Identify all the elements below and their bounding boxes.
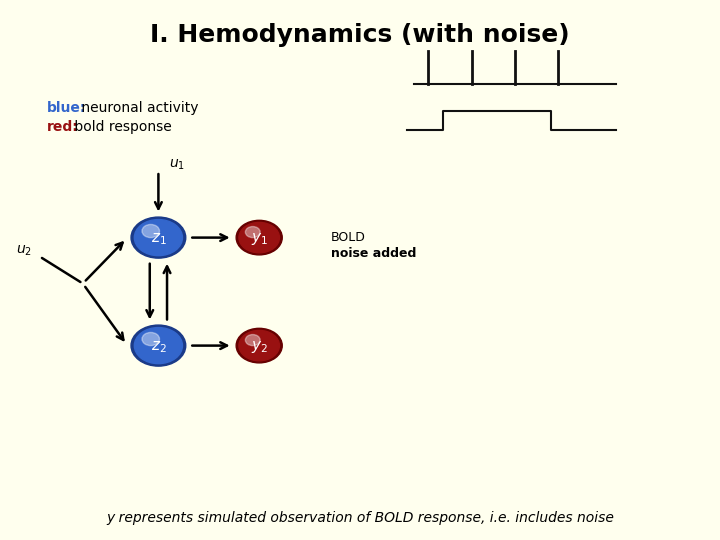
Circle shape [131,217,186,258]
Circle shape [246,335,260,346]
Text: $y_2$: $y_2$ [251,339,268,355]
Circle shape [135,220,182,255]
Text: bold response: bold response [70,120,171,134]
Circle shape [142,225,160,238]
Circle shape [239,222,279,253]
Circle shape [246,227,260,238]
Circle shape [142,333,160,346]
Circle shape [236,220,282,255]
Text: neuronal activity: neuronal activity [77,101,199,115]
Text: $z_2$: $z_2$ [150,339,166,355]
Text: I. Hemodynamics (with noise): I. Hemodynamics (with noise) [150,23,570,47]
Circle shape [236,328,282,363]
Text: $y_1$: $y_1$ [251,231,268,247]
Text: blue:: blue: [47,101,86,115]
Text: $u_1$: $u_1$ [169,158,185,172]
Text: BOLD: BOLD [331,231,366,244]
Text: y represents simulated observation of BOLD response, i.e. includes noise: y represents simulated observation of BO… [106,511,614,525]
Circle shape [131,325,186,366]
Text: noise added: noise added [331,247,417,260]
Text: red:: red: [47,120,78,134]
Text: $z_1$: $z_1$ [150,231,166,247]
Circle shape [135,328,182,363]
Circle shape [239,330,279,361]
Text: $u_2$: $u_2$ [17,244,32,258]
